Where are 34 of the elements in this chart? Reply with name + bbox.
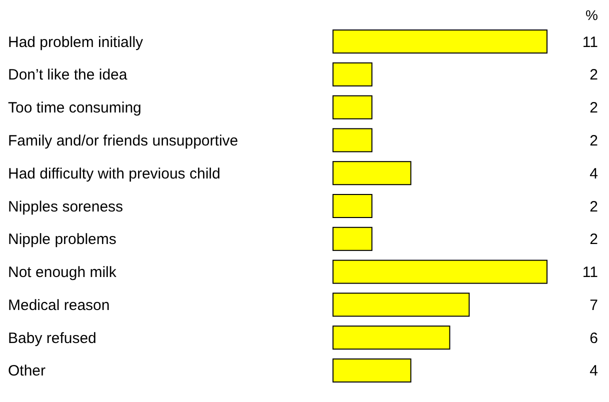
bar [332, 260, 548, 284]
y-tick-label: Medical reason [8, 296, 110, 314]
data-label: 11 [582, 34, 598, 51]
bar [332, 128, 372, 152]
data-label: 6 [590, 330, 598, 347]
bar [332, 292, 470, 317]
bar [332, 30, 548, 54]
y-tick-label: Family and/or friends unsupportive [8, 132, 238, 150]
y-tick-label: Too time consuming [8, 100, 142, 117]
bar [332, 161, 412, 186]
y-tick-label: Had difficulty with previous child [8, 165, 220, 182]
data-label: 2 [590, 100, 598, 117]
data-label: 2 [590, 132, 598, 150]
y-tick-label: Other [8, 362, 46, 380]
x-axis-title: % [586, 7, 598, 23]
data-label: 2 [590, 231, 598, 248]
y-tick-label: Nipple problems [8, 231, 116, 248]
y-tick-label: Don’t like the idea [8, 66, 128, 84]
data-label: 4 [590, 165, 598, 182]
bar [332, 62, 372, 86]
bar [332, 358, 412, 382]
data-label: 2 [590, 198, 598, 216]
data-label: 2 [590, 66, 598, 84]
y-tick-label: Baby refused [8, 330, 96, 347]
y-tick-label: Nipples soreness [8, 198, 124, 216]
y-tick-label: Had problem initially [8, 34, 144, 51]
data-label: 11 [582, 264, 598, 282]
data-label: 4 [590, 362, 598, 380]
bar [332, 326, 450, 350]
bar [332, 226, 372, 251]
y-tick-label: Not enough milk [8, 264, 117, 282]
bar [332, 194, 372, 218]
data-label: 7 [590, 296, 598, 314]
bar [332, 95, 372, 120]
